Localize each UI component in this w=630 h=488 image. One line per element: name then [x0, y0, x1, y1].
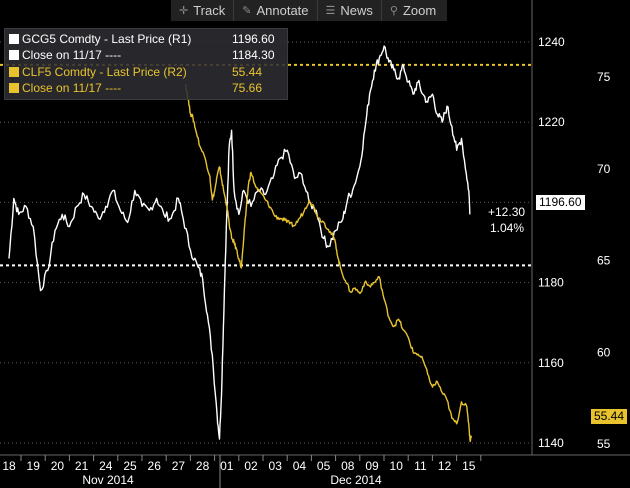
legend-swatch: [9, 34, 19, 44]
y1-tick-label: 1160: [538, 356, 564, 370]
legend-label: Close on 11/17 ----: [22, 48, 122, 62]
pencil-icon: ✎: [242, 5, 252, 17]
y1-tick-label: 1220: [538, 115, 565, 129]
x-tick-label: 19: [27, 459, 41, 473]
legend-item[interactable]: CLF5 Comdty - Last Price (R2) 55.44: [9, 64, 262, 80]
legend-label: GCG5 Comdty - Last Price (R1): [22, 32, 192, 46]
x-tick-label: 02: [244, 459, 258, 473]
legend-label: CLF5 Comdty - Last Price (R2): [22, 65, 187, 79]
y1-tick-label: 1240: [538, 35, 565, 49]
x-tick-label: 01: [220, 459, 234, 473]
y2-tick-label: 65: [597, 254, 611, 268]
x-tick-label: 24: [99, 459, 113, 473]
x-tick-label: 15: [462, 459, 476, 473]
x-tick-label: 26: [148, 459, 162, 473]
legend-value: 1196.60: [232, 32, 275, 46]
legend-value: 75.66: [232, 81, 263, 95]
oil-price-line: [185, 84, 472, 443]
x-tick-label: 18: [2, 459, 16, 473]
x-tick-label: 27: [172, 459, 186, 473]
gold-last-price-tag: 1196.60: [536, 195, 585, 210]
x-tick-label: 10: [390, 459, 404, 473]
track-button[interactable]: ✛ Track: [171, 0, 235, 21]
y2-tick-label: 75: [597, 70, 611, 84]
y2-tick-label: 55: [597, 437, 611, 451]
chart-toolbar: ✛ Track ✎ Annotate ☰ News ⚲ Zoom: [171, 0, 447, 21]
news-icon: ☰: [325, 5, 336, 17]
legend-swatch: [9, 67, 19, 77]
x-tick-label: 28: [196, 459, 210, 473]
x-tick-label: 03: [269, 459, 283, 473]
legend-value: 1184.30: [232, 48, 275, 62]
x-tick-label: 21: [75, 459, 89, 473]
y2-tick-label: 70: [597, 162, 611, 176]
x-tick-label: 08: [341, 459, 355, 473]
series-lines: [8, 45, 472, 443]
x-tick-label: 04: [293, 459, 307, 473]
legend-value: 55.44: [232, 65, 263, 79]
x-tick-label: 11: [414, 459, 427, 473]
x-axis-ticks: 18 19 20 21 24 25 26 27 28 01 02 03 04 05 08 09 10 11 12 15…: [2, 455, 482, 488]
chart-legend[interactable]: GCG5 Comdty - Last Price (R1) 1196.60 Cl…: [4, 28, 288, 100]
x-group-label: Nov 2014: [82, 473, 134, 487]
legend-item[interactable]: GCG5 Comdty - Last Price (R1) 1196.60: [9, 31, 275, 47]
annotate-label: Annotate: [256, 3, 309, 18]
pct-change-annotation: 1.04%: [490, 221, 525, 235]
change-annotation: +12.30: [488, 205, 526, 219]
x-tick-label: 05: [317, 459, 331, 473]
gold-price-line: [8, 45, 471, 440]
legend-label: Close on 11/17 ----: [22, 81, 122, 95]
oil-last-price-tag: 55.44: [591, 409, 628, 424]
crosshair-icon: ✛: [179, 5, 189, 17]
x-group-label: Dec 2014: [330, 473, 382, 487]
y-axis-ticks: 1140116011801200122012405560657075: [538, 35, 611, 451]
news-label: News: [340, 3, 373, 18]
track-label: Track: [193, 3, 226, 18]
legend-swatch: [9, 83, 19, 93]
legend-swatch: [9, 50, 19, 60]
x-tick-label: 25: [123, 459, 137, 473]
news-button[interactable]: ☰ News: [318, 0, 382, 21]
x-tick-label: 20: [51, 459, 65, 473]
magnifier-icon: ⚲: [389, 5, 398, 17]
y2-tick-label: 60: [597, 345, 611, 359]
zoom-button[interactable]: ⚲ Zoom: [382, 0, 444, 21]
zoom-label: Zoom: [402, 3, 437, 18]
legend-item[interactable]: Close on 11/17 ---- 75.66: [9, 80, 262, 96]
x-tick-label: 12: [438, 459, 452, 473]
annotate-button[interactable]: ✎ Annotate: [234, 0, 318, 21]
y1-tick-label: 1140: [538, 436, 564, 450]
x-tick-label: 09: [365, 459, 379, 473]
legend-item[interactable]: Close on 11/17 ---- 1184.30: [9, 47, 275, 63]
y1-tick-label: 1180: [538, 276, 564, 290]
